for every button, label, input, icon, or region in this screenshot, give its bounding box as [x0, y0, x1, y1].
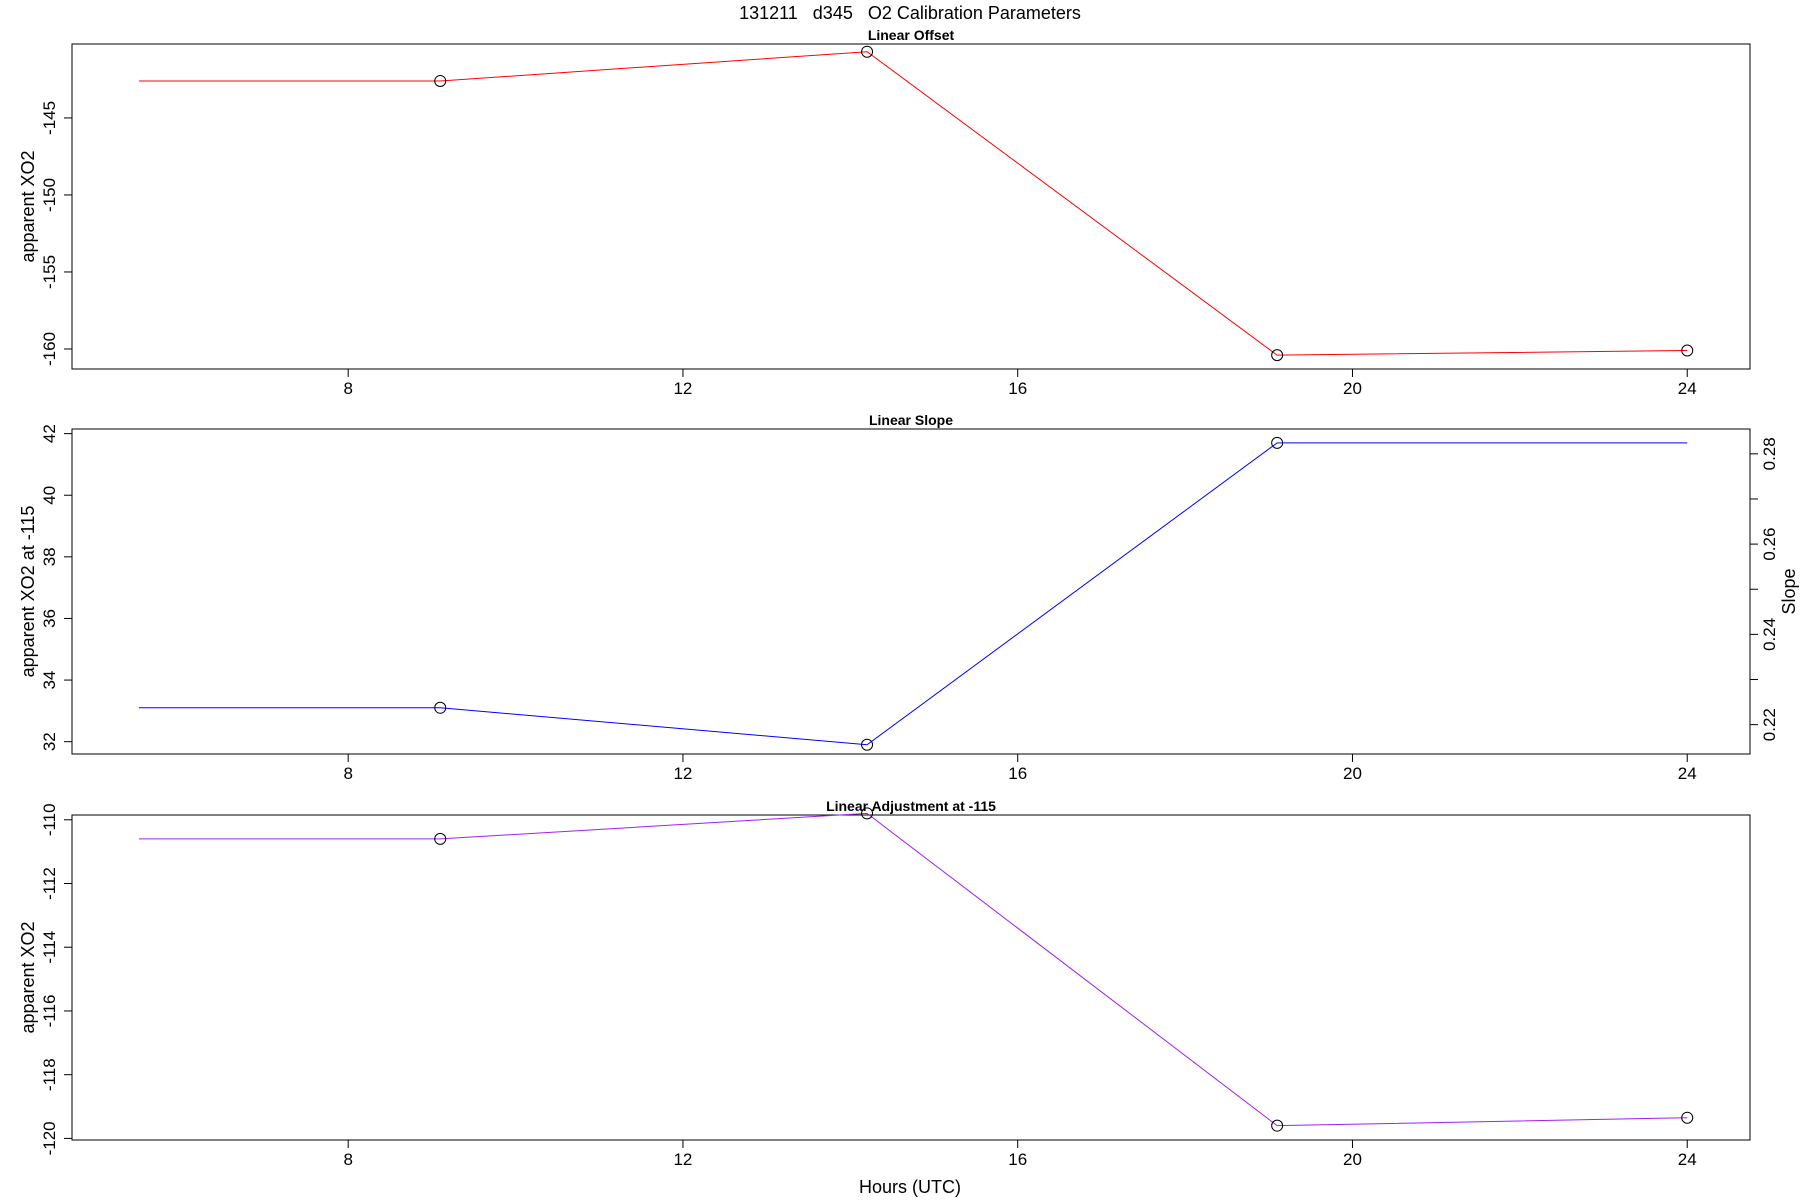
- x-tick-label: 16: [1008, 379, 1027, 398]
- panel-2: Linear Slope apparent XO2 at -115 8 12 16 20 2…: [18, 412, 1799, 783]
- x-axis-label: Hours (UTC): [859, 1177, 961, 1197]
- y-tick-label: -116: [40, 995, 59, 1028]
- y-tick-label: -118: [40, 1058, 59, 1091]
- y-tick-label: -120: [40, 1121, 59, 1155]
- y2-tick-label: 0.28: [1760, 437, 1779, 470]
- plot-frame: [71, 43, 1751, 370]
- y-tick-label: 40: [40, 486, 59, 505]
- series-line: [138, 812, 1688, 1127]
- y-tick-label: -155: [40, 255, 59, 289]
- x-tick-label: 8: [343, 764, 352, 783]
- y-tick-label: -112: [40, 867, 59, 900]
- series-line: [138, 51, 1688, 356]
- y-tick-label: -160: [40, 332, 59, 366]
- y-tick-label: 36: [40, 609, 59, 628]
- panel-title: Linear Offset: [868, 27, 955, 43]
- data-point: [434, 74, 447, 87]
- x-tick-label: 12: [673, 1150, 692, 1169]
- x-tick-label: 8: [343, 379, 352, 398]
- panel-title: Linear Slope: [869, 412, 953, 428]
- y-tick-label: -150: [40, 178, 59, 212]
- plot-frame: [71, 814, 1751, 1141]
- y2-axis-label: Slope: [1779, 568, 1799, 614]
- panels: Linear Offset apparent XO2 8 12 16 20 24 -145 -1…: [18, 27, 1799, 1169]
- y-tick-label: -145: [40, 101, 59, 135]
- x-tick-label: 24: [1678, 379, 1697, 398]
- data-point: [1271, 436, 1284, 449]
- data-point: [861, 45, 874, 58]
- main-title: 131211 d345 O2 Calibration Parameters: [739, 3, 1081, 23]
- x-tick-label: 20: [1343, 764, 1362, 783]
- x-tick-label: 20: [1343, 1150, 1362, 1169]
- x-tick-label: 12: [673, 764, 692, 783]
- series-line: [138, 442, 1688, 746]
- data-point: [1681, 1111, 1694, 1124]
- y2-tick-label: 0.24: [1760, 618, 1779, 651]
- y-tick-label: 42: [40, 424, 59, 443]
- y-tick-label: 34: [40, 671, 59, 690]
- plot-frame: [71, 428, 1751, 755]
- x-tick-label: 16: [1008, 1150, 1027, 1169]
- y-tick-label: 38: [40, 547, 59, 566]
- data-point: [1681, 344, 1694, 357]
- panel-3: Linear Adjustment at -115 apparent XO2 8 12…: [18, 798, 1751, 1169]
- data-point: [861, 807, 874, 820]
- data-point: [1271, 1119, 1284, 1132]
- data-point: [434, 701, 447, 714]
- y-axis-label: apparent XO2: [18, 150, 38, 262]
- x-tick-label: 16: [1008, 764, 1027, 783]
- x-tick-label: 20: [1343, 379, 1362, 398]
- y-tick-label: -114: [40, 931, 59, 964]
- y-axis-label: apparent XO2: [18, 921, 38, 1033]
- y-tick-label: 32: [40, 732, 59, 751]
- x-tick-label: 12: [673, 379, 692, 398]
- panel-title: Linear Adjustment at -115: [826, 798, 996, 814]
- y-axis-label: apparent XO2 at -115: [18, 506, 38, 678]
- data-point: [861, 738, 874, 751]
- y2-tick-label: 0.26: [1760, 528, 1779, 561]
- x-tick-label: 8: [343, 1150, 352, 1169]
- y2-tick-label: 0.22: [1760, 708, 1779, 741]
- x-tick-label: 24: [1678, 1150, 1697, 1169]
- y-tick-label: -110: [40, 803, 59, 836]
- panel-1: Linear Offset apparent XO2 8 12 16 20 24 -145 -1…: [18, 27, 1751, 398]
- data-point: [434, 832, 447, 845]
- data-point: [1271, 349, 1284, 362]
- x-tick-label: 24: [1678, 764, 1697, 783]
